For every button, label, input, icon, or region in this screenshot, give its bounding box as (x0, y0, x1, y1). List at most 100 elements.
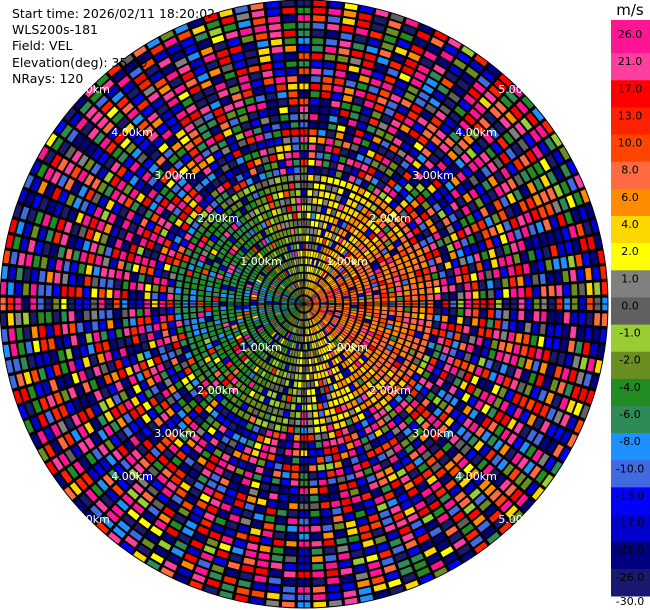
ppi-gate (435, 221, 444, 230)
ppi-gate (517, 240, 526, 251)
ppi-gate (349, 226, 356, 234)
ppi-gate (400, 438, 410, 448)
ppi-gate (447, 150, 458, 161)
ppi-gate (400, 160, 410, 170)
ppi-gate (325, 353, 330, 360)
ppi-gate (313, 306, 319, 309)
ppi-gate (129, 435, 140, 447)
ppi-gate (351, 297, 357, 300)
ppi-gate (328, 8, 342, 16)
ppi-gate (279, 494, 288, 501)
ppi-gate (477, 75, 491, 88)
ppi-gate (344, 513, 355, 521)
ppi-gate (371, 160, 380, 169)
ppi-gate (500, 400, 510, 412)
ppi-gate (567, 177, 578, 192)
ppi-gate (369, 377, 377, 385)
ppi-gate (368, 345, 376, 351)
ppi-gate (421, 421, 431, 431)
ppi-gate (298, 312, 301, 319)
ppi-gate (312, 307, 318, 311)
ppi-gate (418, 507, 430, 518)
ppi-gate (431, 328, 439, 336)
ppi-gate (213, 357, 221, 364)
ppi-gate (283, 387, 288, 394)
ppi-gate (330, 282, 337, 287)
ppi-gate (545, 337, 553, 349)
ppi-gate (526, 429, 538, 442)
ppi-gate (419, 23, 434, 34)
ppi-gate (170, 475, 182, 485)
ppi-gate (285, 403, 291, 410)
ppi-gate (306, 313, 309, 319)
ppi-gate (405, 580, 419, 590)
ppi-gate (309, 319, 313, 326)
ppi-gate (212, 524, 224, 533)
ppi-gate (479, 479, 491, 491)
ppi-gate (321, 301, 327, 303)
ppi-gate (364, 337, 371, 344)
ppi-gate (364, 546, 377, 555)
ppi-gate (177, 421, 187, 431)
ppi-gate (483, 260, 491, 270)
ppi-gate (309, 258, 313, 265)
ppi-gate (102, 474, 115, 487)
ppi-gate (495, 351, 504, 362)
ppi-gate (478, 357, 486, 367)
colorbar-tick-label: -1.0 (619, 327, 640, 340)
ppi-gate (324, 215, 330, 222)
ppi-gate (412, 295, 418, 301)
ppi-gate (484, 216, 494, 227)
ppi-gate (129, 409, 139, 420)
ppi-gate (318, 471, 326, 479)
ppi-gate (137, 544, 151, 556)
ppi-gate (305, 305, 309, 311)
ppi-gate (396, 468, 407, 478)
ppi-gate (352, 210, 360, 218)
nrays-text: NRays: 120 (12, 70, 84, 86)
ppi-gate (457, 52, 471, 64)
ppi-gate (351, 415, 359, 424)
ppi-gate (310, 518, 321, 525)
ppi-gate (548, 285, 555, 297)
ppi-gate (284, 340, 289, 346)
ppi-gate (121, 493, 134, 506)
ppi-gate (366, 359, 373, 367)
ppi-gate (410, 553, 424, 564)
ppi-gate (444, 193, 454, 204)
ppi-gate (495, 289, 502, 298)
ppi-gate (395, 286, 402, 292)
ppi-gate (279, 402, 286, 409)
ppi-gate (519, 200, 529, 212)
field-text: Field: VEL (12, 38, 73, 54)
ppi-gate (471, 142, 483, 154)
ppi-gate (322, 284, 328, 289)
ppi-gate (336, 301, 342, 303)
ppi-gate (317, 261, 322, 267)
ppi-gate (578, 206, 588, 220)
ppi-gate (319, 418, 326, 425)
ppi-gate (307, 328, 310, 335)
ppi-gate (337, 228, 344, 236)
ppi-gate (552, 150, 564, 164)
ppi-gate (352, 275, 359, 280)
ppi-gate (308, 167, 314, 174)
ppi-gate (357, 187, 366, 196)
ppi-gate (300, 305, 304, 311)
ppi-gate (381, 82, 393, 91)
ppi-gate (464, 226, 473, 236)
ppi-gate (384, 394, 393, 402)
ppi-gate (450, 292, 456, 300)
ppi-gate (366, 474, 376, 483)
ppi-gate (417, 64, 430, 75)
ppi-gate (489, 510, 502, 523)
ppi-gate (319, 364, 324, 371)
ppi-gate (451, 259, 459, 268)
ppi-gate (300, 305, 304, 311)
ppi-gate (294, 350, 298, 357)
ppi-gate (559, 197, 569, 211)
ppi-gate (459, 477, 471, 489)
ppi-gate (117, 445, 129, 457)
ppi-gate (394, 46, 408, 56)
ppi-gate (335, 171, 343, 178)
